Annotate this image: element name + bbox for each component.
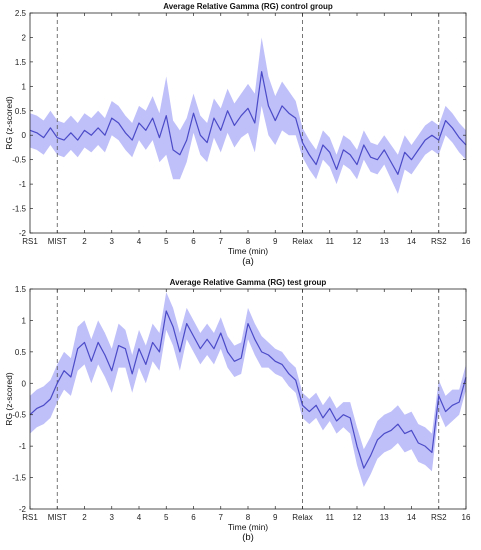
y-tick-label: -0.5 [12,411,26,420]
y-tick-label: -1 [19,180,27,189]
y-tick-label: -1 [19,442,27,451]
x-tick-label: 5 [164,513,169,522]
y-tick-label: 1.5 [15,285,27,294]
x-tick-label: Relax [292,513,312,522]
y-tick-label: 1 [22,316,27,325]
y-tick-label: 0 [22,379,27,388]
x-tick-label: RS1 [22,237,38,246]
x-tick-label: RS1 [22,513,38,522]
x-tick-label: 2 [82,237,87,246]
x-tick-label: 9 [273,513,278,522]
x-tick-label: Relax [292,237,312,246]
x-tick-label: RS2 [431,513,447,522]
x-tick-label: 13 [380,513,389,522]
x-tick-label: 7 [219,237,224,246]
y-tick-label: 1 [22,82,27,91]
chart-panel-b: -2 -1.5 -1 -0.5 0 0.5 1 1.5 RS1 MIST 2 3 4 5 6 7 8 9 Relax… [4,278,471,543]
y-tick-label: -2 [19,229,27,238]
x-tick-label: 12 [353,237,362,246]
x-tick-label: 3 [110,513,115,522]
x-tick-label: 3 [110,237,115,246]
x-tick-label: RS2 [431,237,447,246]
x-tick-label: 16 [462,237,471,246]
x-tick-label: 9 [273,237,278,246]
x-tick-label: 6 [191,513,196,522]
confidence-band [30,292,466,487]
confidence-band [30,37,466,194]
x-tick-label: 11 [326,237,335,246]
y-tick-label: -1.5 [12,474,26,483]
y-tick-label: 2 [22,33,27,42]
x-tick-label: 4 [137,513,142,522]
x-axis-label: Time (min) [228,246,268,256]
x-tick-label: 4 [137,237,142,246]
x-tick-label: 8 [246,237,251,246]
x-tick-label: 14 [407,237,416,246]
x-tick-label: 6 [191,237,196,246]
x-tick-label: MIST [48,513,67,522]
x-tick-label: 12 [353,513,362,522]
chart-panel-a: -2 -1.5 -1 -0.5 0 0.5 1 1.5 2 2.5 RS1 MIST 2 3 4 5 6 7 8 9 R… [4,2,471,267]
x-tick-label: 7 [219,513,224,522]
y-axis-label: RG (z-scored) [4,96,14,150]
x-axis-label: Time (min) [228,522,268,532]
x-tick-label: 14 [407,513,416,522]
y-tick-label: 1.5 [15,58,27,67]
chart-title: Average Relative Gamma (RG) test group [170,278,327,287]
x-tick-label: 5 [164,237,169,246]
x-tick-label: MIST [48,237,67,246]
y-tick-label: 0 [22,131,27,140]
y-axis-label: RG (z-scored) [4,372,14,426]
x-tick-label: 2 [82,513,87,522]
panel-caption: (b) [242,532,254,543]
x-tick-label: 11 [326,513,335,522]
x-tick-label: 16 [462,513,471,522]
y-tick-label: -1.5 [12,205,26,214]
chart-title: Average Relative Gamma (RG) control grou… [163,2,333,11]
x-tick-label: 13 [380,237,389,246]
panel-caption: (a) [242,256,254,267]
y-tick-label: 2.5 [15,9,27,18]
y-tick-label: 0.5 [15,348,27,357]
x-tick-label: 8 [246,513,251,522]
y-tick-label: -2 [19,505,27,514]
y-tick-label: -0.5 [12,156,26,165]
y-tick-label: 0.5 [15,107,27,116]
